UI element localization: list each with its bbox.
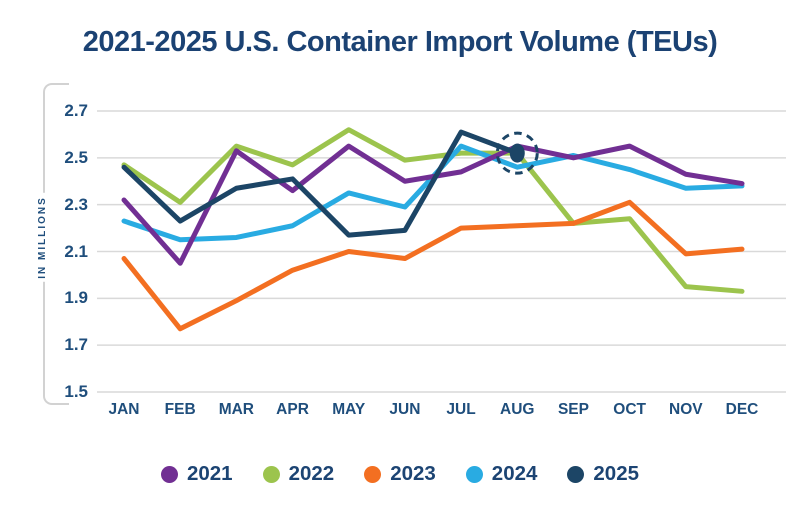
x-axis-label-oct: OCT — [613, 401, 646, 418]
legend-dot-2022 — [262, 465, 280, 483]
y-axis-label-2.3: 2.3 — [64, 194, 88, 214]
x-axis-label-sep: SEP — [557, 401, 589, 418]
series-line-2022[interactable] — [121, 127, 745, 294]
legend-label-2022: 2022 — [288, 462, 335, 485]
legend-label-2021: 2021 — [186, 462, 233, 485]
x-axis-label-nov: NOV — [669, 401, 703, 418]
chart-title: 2021-2025 U.S. Container Import Volume (… — [82, 26, 718, 58]
legend-item-2022[interactable]: 2022 — [262, 462, 335, 486]
series-line-2025[interactable] — [121, 129, 520, 238]
legend: 2021 2022 2023 2024 2025 — [0, 456, 800, 492]
legend-label-2024: 2024 — [491, 462, 538, 485]
y-axis-label-2.7: 2.7 — [64, 101, 88, 120]
legend-item-2023[interactable]: 2023 — [364, 462, 436, 486]
series-line-2023[interactable] — [121, 199, 745, 332]
x-axis-label-jul: JUL — [446, 401, 476, 418]
x-axis-label-jan: JAN — [108, 401, 140, 418]
x-axis-label-mar: MAR — [218, 401, 255, 418]
y-axis-label-1.5: 1.5 — [64, 382, 88, 401]
x-axis-label-feb: FEB — [164, 401, 196, 418]
legend-dot-2021 — [160, 465, 178, 483]
x-axis-label-may: MAY — [332, 401, 366, 418]
y-axis-label-1.7: 1.7 — [64, 335, 88, 355]
legend-item-2025[interactable]: 2025 — [567, 462, 639, 486]
legend-label-2023: 2023 — [390, 462, 436, 485]
x-axis-label-apr: APR — [276, 401, 309, 418]
x-axis-label-dec: DEC — [725, 401, 759, 418]
legend-dot-2024 — [465, 465, 483, 483]
y-axis-label-2.5: 2.5 — [64, 147, 88, 167]
legend-label-2025: 2025 — [593, 462, 640, 485]
legend-dot-2025 — [567, 465, 585, 483]
legend-item-2024[interactable]: 2024 — [465, 462, 538, 486]
y-axis-label-2.1: 2.1 — [64, 241, 88, 261]
x-axis-label-aug: AUG — [500, 401, 535, 418]
y-axis-label-1.9: 1.9 — [64, 288, 88, 308]
x-axis-label-jun: JUN — [389, 401, 421, 418]
legend-dot-2023 — [364, 465, 382, 483]
highlight-dashed-circle — [495, 131, 539, 175]
legend-item-2021[interactable]: 2021 — [160, 462, 233, 486]
highlight-data-point[interactable] — [509, 143, 525, 163]
